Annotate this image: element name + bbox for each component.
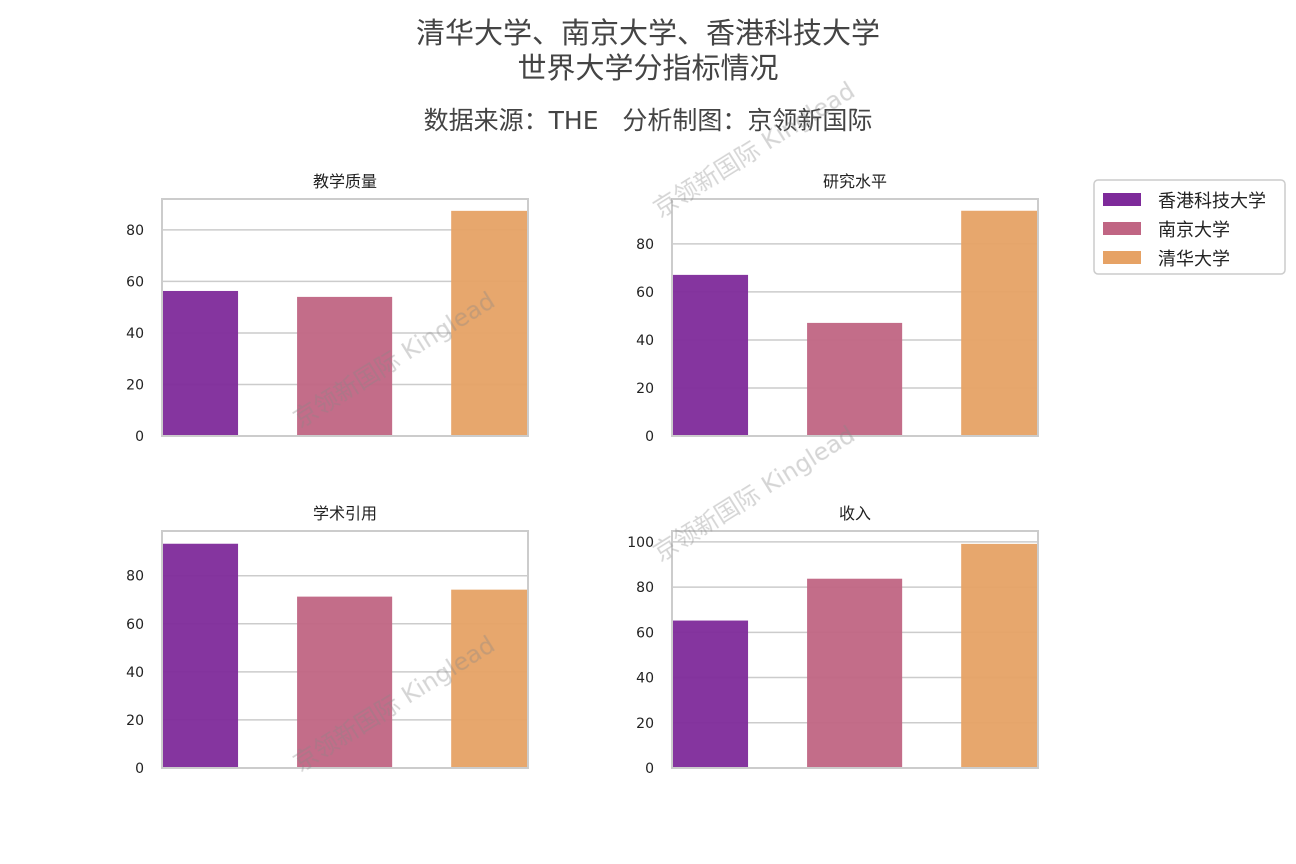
y-tick-label: 0 bbox=[135, 761, 144, 777]
subplot-4: 0 20 40 60 80 100 收入 bbox=[627, 504, 1039, 777]
bar bbox=[961, 210, 1038, 436]
legend-swatch bbox=[1103, 222, 1141, 235]
bar bbox=[807, 578, 903, 768]
title-line1: 清华大学、南京大学、香港科技大学 bbox=[416, 16, 880, 50]
subplot-title: 研究水平 bbox=[823, 172, 887, 191]
bar bbox=[672, 274, 749, 436]
legend-label: 南京大学 bbox=[1158, 220, 1230, 241]
y-tick-label: 80 bbox=[126, 569, 144, 585]
bar bbox=[807, 322, 903, 436]
title-line2: 世界大学分指标情况 bbox=[517, 51, 778, 85]
y-tick-label: 20 bbox=[126, 713, 144, 729]
y-tick-label: 80 bbox=[636, 580, 654, 596]
y-tick-label: 60 bbox=[636, 625, 654, 641]
bar bbox=[297, 296, 393, 436]
subplot-3: 0 20 40 60 80 学术引用 bbox=[126, 504, 529, 777]
legend-swatch bbox=[1103, 251, 1141, 264]
y-tick-label: 40 bbox=[636, 333, 654, 349]
bar bbox=[672, 620, 749, 768]
watermark: 京领新国际 Kinglead bbox=[648, 420, 859, 567]
y-tick-label: 20 bbox=[636, 716, 654, 732]
y-tick-label: 60 bbox=[126, 617, 144, 633]
y-tick-label: 40 bbox=[636, 671, 654, 687]
plot-frame bbox=[671, 198, 1039, 437]
subplot-title: 学术引用 bbox=[313, 504, 377, 523]
watermark: 京领新国际 Kinglead bbox=[648, 76, 859, 223]
subplot-1: 0 20 40 60 80 教学质量 bbox=[126, 172, 529, 445]
subplot-2: 0 20 40 60 80 研究水平 bbox=[636, 172, 1039, 445]
legend-item: 香港科技大学 bbox=[1103, 191, 1266, 212]
y-tick-label: 80 bbox=[636, 237, 654, 253]
subtitle: 数据来源：THE 分析制图：京领新国际 bbox=[424, 106, 873, 135]
bar bbox=[162, 543, 239, 768]
legend-label: 香港科技大学 bbox=[1158, 191, 1266, 212]
y-tick-label: 40 bbox=[126, 326, 144, 342]
y-tick-label: 0 bbox=[135, 429, 144, 445]
plot-frame bbox=[161, 530, 529, 769]
plot-frame bbox=[161, 198, 529, 437]
y-tick-label: 0 bbox=[645, 761, 654, 777]
legend-label: 清华大学 bbox=[1158, 249, 1230, 270]
y-tick-label: 60 bbox=[126, 274, 144, 290]
legend-item: 清华大学 bbox=[1103, 249, 1230, 270]
y-tick-label: 20 bbox=[126, 377, 144, 393]
bar bbox=[162, 290, 239, 436]
subplot-title: 教学质量 bbox=[313, 172, 377, 191]
bar bbox=[961, 543, 1038, 768]
y-tick-label: 80 bbox=[126, 223, 144, 239]
subplot-title: 收入 bbox=[839, 504, 871, 523]
bar bbox=[297, 596, 393, 768]
bar bbox=[451, 210, 528, 436]
legend-box bbox=[1093, 179, 1286, 275]
legend-item: 南京大学 bbox=[1103, 220, 1230, 241]
y-tick-label: 40 bbox=[126, 665, 144, 681]
y-tick-label: 0 bbox=[645, 429, 654, 445]
y-tick-label: 20 bbox=[636, 381, 654, 397]
bar bbox=[451, 589, 528, 768]
y-tick-label: 100 bbox=[627, 535, 654, 551]
y-tick-label: 60 bbox=[636, 285, 654, 301]
legend-swatch bbox=[1103, 193, 1141, 206]
plot-frame bbox=[671, 530, 1039, 769]
